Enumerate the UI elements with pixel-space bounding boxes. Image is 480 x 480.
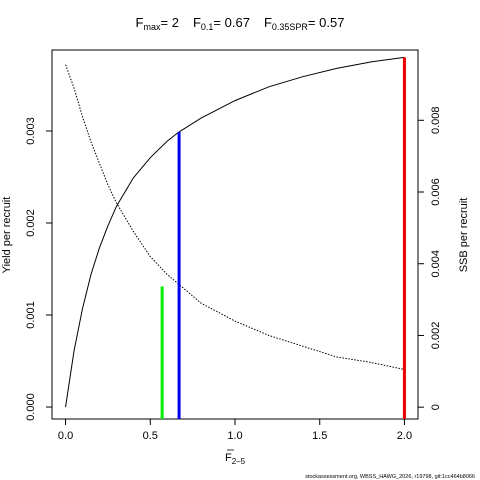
footer-text: stockassessment.org, WBSS_HAWG_2026, r19… bbox=[305, 474, 475, 480]
x-tick-label: 2.0 bbox=[397, 430, 412, 442]
x-axis-title-symbol: F bbox=[225, 452, 232, 464]
title-f01-value: = 0.67 bbox=[213, 15, 250, 30]
title-fspr-value: = 0.57 bbox=[308, 15, 345, 30]
ssb-per-recruit-line bbox=[65, 64, 405, 370]
x-axis-title: F2–5 bbox=[225, 452, 246, 466]
x-axis-title-sub: 2–5 bbox=[232, 457, 246, 466]
y-right-tick-label: 0.006 bbox=[430, 178, 442, 206]
x-tick-label: 1.0 bbox=[227, 430, 242, 442]
yield-per-recruit-line bbox=[65, 56, 405, 408]
y-left-tick-label: 0.001 bbox=[25, 301, 37, 329]
title-f01-symbol: F bbox=[193, 15, 201, 30]
y-axis-left-title: Yield per recruit bbox=[1, 197, 13, 274]
y-axis-right: 0 0.002 0.004 0.006 0.008 bbox=[418, 107, 442, 410]
y-axis-left: 0.000 0.001 0.002 0.003 bbox=[25, 117, 52, 421]
title-fmax-sub: max bbox=[144, 22, 162, 32]
title-fspr-sub: 0.35SPR bbox=[272, 22, 309, 32]
y-left-tick-label: 0.000 bbox=[25, 393, 37, 421]
y-right-tick-label: 0 bbox=[430, 404, 442, 410]
title-fmax-value: = 2 bbox=[161, 15, 179, 30]
y-left-tick-label: 0.003 bbox=[25, 117, 37, 145]
x-axis: 0.0 0.5 1.0 1.5 2.0 bbox=[58, 419, 412, 442]
x-tick-label: 0.5 bbox=[143, 430, 158, 442]
series-layer bbox=[65, 56, 405, 408]
title-fmax-symbol: F bbox=[136, 15, 144, 30]
plot-frame bbox=[51, 49, 419, 420]
y-axis-right-title: SSB per recruit bbox=[458, 198, 470, 273]
x-tick-label: 0.0 bbox=[58, 430, 73, 442]
y-right-tick-label: 0.008 bbox=[430, 107, 442, 135]
reference-lines bbox=[160, 57, 406, 419]
y-right-tick-label: 0.004 bbox=[430, 250, 442, 278]
title-f01-sub: 0.1 bbox=[201, 22, 214, 32]
y-left-tick-label: 0.002 bbox=[25, 209, 37, 237]
title-fspr-symbol: F bbox=[264, 15, 272, 30]
chart-title: Fmax= 2 F0.1= 0.67 F0.35SPR= 0.57 bbox=[136, 15, 345, 32]
y-right-tick-label: 0.002 bbox=[430, 322, 442, 350]
x-tick-label: 1.5 bbox=[312, 430, 327, 442]
